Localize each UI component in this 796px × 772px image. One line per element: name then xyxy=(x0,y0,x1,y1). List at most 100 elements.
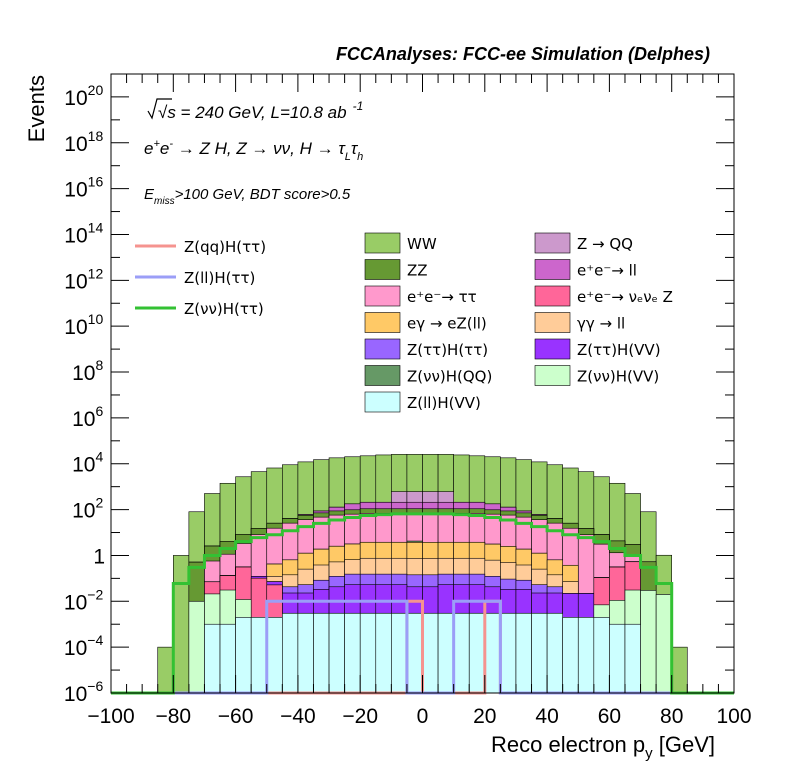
x-axis-label: Reco electron py [GeV] xyxy=(491,732,715,762)
bar-ww-3 xyxy=(157,646,174,694)
legend-swatch-z-qq xyxy=(534,232,571,254)
bar-z-ll-h-vv-6 xyxy=(204,623,221,694)
annotation-process: e+e- → Z H, Z → νν, H → τLτh xyxy=(144,138,363,163)
x-tick-label: −60 xyxy=(218,705,254,728)
y-tick-label: 1020 xyxy=(64,82,105,110)
signal-line-z-h xyxy=(111,512,734,695)
legend-swatch-z-h-vv xyxy=(534,365,571,386)
bar-z-ll-h-vv-13 xyxy=(313,612,330,694)
bar-z-ll-h-vv-30 xyxy=(577,617,595,694)
legend-label-bkg2-1: e⁺e⁻→ ll xyxy=(577,262,637,280)
legend-swatch-zz xyxy=(364,259,401,280)
legend-label-bkg2-5: Z(νν)H(VV) xyxy=(577,368,659,386)
bar-z-ll-h-vv-16 xyxy=(359,612,377,694)
bar-z-ll-h-vv-10 xyxy=(266,617,283,694)
annotation-selection: Emiss>100 GeV, BDT score>0.5 xyxy=(144,186,351,207)
bar-z-ll-h-vv-8 xyxy=(235,617,252,694)
legend-label-z-ll-h: Z(ll)H(ττ) xyxy=(184,269,255,287)
legend-swatch-ww xyxy=(364,232,401,254)
legend-label-bkg1-4: Z(ττ)H(ττ) xyxy=(407,341,488,359)
legend-swatch-e-ez-ll xyxy=(364,312,401,333)
y-tick-label: 10−6 xyxy=(64,678,105,706)
annotation-energy: √s = 240 GeV, L=10.8 ab -1 xyxy=(147,98,363,122)
x-tick-label: 0 xyxy=(417,705,429,728)
legend-swatch-z-h xyxy=(364,338,401,360)
plot-title: FCCAnalyses: FCC-ee Simulation (Delphes) xyxy=(336,44,710,64)
y-tick-label: 10−4 xyxy=(64,632,105,660)
x-tick-label: 80 xyxy=(660,705,683,728)
x-tick-label: 20 xyxy=(473,705,496,728)
x-tick-label: −20 xyxy=(342,705,378,728)
bar-z-ll-h-vv-24 xyxy=(484,612,501,694)
legend-label-z-h: Z(νν)H(ττ) xyxy=(184,300,264,318)
legend-swatch-e-e-z xyxy=(534,285,571,307)
y-tick-label: 1016 xyxy=(64,174,105,202)
y-tick-label: 1018 xyxy=(64,128,105,156)
y-tick-label: 104 xyxy=(72,449,105,477)
bar-z-ll-h-vv-29 xyxy=(562,617,579,694)
bar-z-ll-h-vv-11 xyxy=(282,612,299,694)
legend-label-bkg1-2: e⁺e⁻→ ττ xyxy=(407,288,477,306)
stacked-histograms xyxy=(157,454,688,694)
x-tick-label: 100 xyxy=(716,705,751,728)
legend-signal: Z(qq)H(ττ) Z(ll)H(ττ) Z(νν)H(ττ) xyxy=(135,238,266,318)
legend-label-bkg1-5: Z(νν)H(QQ) xyxy=(407,368,492,386)
legend-label-bkg2-4: Z(ττ)H(VV) xyxy=(577,341,661,359)
legend-label-bkg1-6: Z(ll)H(VV) xyxy=(407,394,481,412)
bar-z-ll-h-vv-33 xyxy=(624,623,641,694)
sqrt-symbol xyxy=(147,98,172,120)
legend-swatch-ll xyxy=(534,312,571,333)
legend-label-bkg1-1: ZZ xyxy=(407,262,428,280)
bar-ww-36 xyxy=(671,646,688,694)
bar-z-ll-h-vv-19 xyxy=(406,612,423,694)
legend-swatch-z-ll-h-vv xyxy=(364,391,401,413)
legend-swatch-z-h-qq xyxy=(364,365,401,386)
legend-swatch-z-h-vv xyxy=(534,338,571,360)
bar-z-ll-h-vv-7 xyxy=(219,623,236,694)
axes: −100 −80 −60 −40 −20 0 20 40 60 80 100 10−6 10−4 10… xyxy=(64,74,752,728)
y-tick-label: 10−2 xyxy=(64,586,105,614)
bar-z-ll-h-vv-28 xyxy=(546,612,563,694)
legend-swatch-e-e-ll xyxy=(534,259,571,280)
bar-z-h-vv-34 xyxy=(640,590,657,694)
legend-label-bkg2-3: γγ → ll xyxy=(577,315,625,333)
bar-z-ll-h-vv-22 xyxy=(453,612,470,694)
bar-z-ll-h-vv-20 xyxy=(422,612,439,694)
svg-text:√s = 240 GeV, L=10.8 ab-1: √s = 240 GeV, L=10.8 ab -1 xyxy=(158,99,363,122)
bar-z-ll-h-vv-9 xyxy=(250,617,268,694)
legend-label-bkg2-2: e⁺e⁻→ νₑνₑ Z xyxy=(577,288,673,306)
bar-z-ll-h-vv-25 xyxy=(500,612,517,694)
x-tick-label: −40 xyxy=(280,705,316,728)
bar-ww-4 xyxy=(173,555,190,694)
x-tick-label: −80 xyxy=(155,705,191,728)
y-tick-label: 1014 xyxy=(64,219,105,247)
legend-label-z-qq-h: Z(qq)H(ττ) xyxy=(184,238,266,256)
legend-label-bkg1-0: WW xyxy=(407,235,437,253)
bar-z-ll-h-vv-14 xyxy=(328,612,345,694)
x-tick-label: 60 xyxy=(598,705,621,728)
energy-text: √s = 240 GeV, L=10.8 ab xyxy=(158,103,347,122)
energy-exponent: -1 xyxy=(353,99,364,113)
y-tick-label: 1010 xyxy=(64,311,105,339)
bar-z-ll-h-vv-12 xyxy=(297,612,314,694)
bar-z-ll-h-vv-23 xyxy=(468,612,486,694)
y-axis-label: Events xyxy=(24,75,49,142)
legend-label-bkg1-3: eγ → eZ(ll) xyxy=(407,315,487,333)
stack-z-ll-h-vv xyxy=(204,612,641,694)
legend-label-bkg2-0: Z → QQ xyxy=(577,235,633,253)
y-tick-label: 1012 xyxy=(64,265,105,293)
bar-z-ll-h-vv-21 xyxy=(437,612,454,694)
y-tick-label: 106 xyxy=(72,403,105,431)
bar-z-h-vv-35 xyxy=(655,594,672,694)
bar-z-ll-h-vv-26 xyxy=(515,612,532,694)
y-tick-label: 1 xyxy=(93,545,105,568)
legend-swatch-e-e xyxy=(364,285,401,307)
bar-z-ll-h-vv-18 xyxy=(391,612,408,694)
bar-z-ll-h-vv-15 xyxy=(344,612,361,694)
y-tick-label: 102 xyxy=(72,495,105,523)
bar-z-ll-h-vv-27 xyxy=(531,612,548,694)
bar-z-h-vv-5 xyxy=(188,600,205,694)
x-tick-label: 40 xyxy=(535,705,558,728)
bar-z-ll-h-vv-31 xyxy=(593,617,610,694)
